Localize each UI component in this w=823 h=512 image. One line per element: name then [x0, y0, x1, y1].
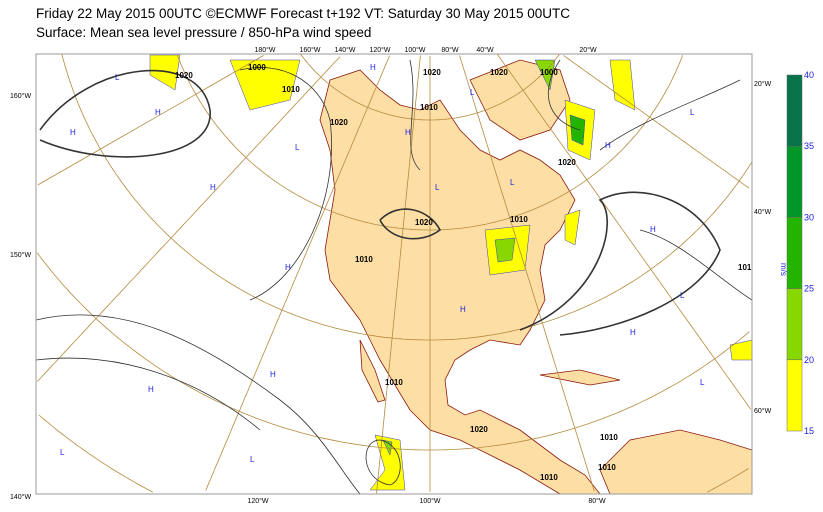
high-pressure-marker: H	[270, 370, 276, 379]
meridian-line	[497, 54, 752, 410]
legend-unit: m/s	[779, 263, 788, 276]
wind-speed-area	[569, 114, 586, 146]
south-america	[599, 429, 752, 494]
isobar-label: 1020	[490, 68, 508, 77]
isobar-label: 1020	[415, 218, 433, 227]
meridian-line	[376, 55, 421, 494]
low-pressure-marker: L	[470, 88, 475, 97]
longitude-label: 120°W	[247, 497, 268, 505]
north-america	[319, 69, 601, 494]
high-pressure-marker: H	[155, 108, 161, 117]
longitude-label: 100°W	[419, 497, 440, 505]
high-pressure-marker: H	[148, 385, 154, 394]
isobar-label: 1020	[330, 118, 348, 127]
meridian-line	[37, 55, 264, 186]
isobar-label: 1010	[355, 255, 373, 264]
isobar-label: 1010	[282, 85, 300, 94]
legend-bin-15-20	[786, 359, 803, 432]
low-pressure-marker: L	[60, 448, 65, 457]
low-pressure-marker: L	[435, 183, 440, 192]
longitude-label: 160°W	[10, 92, 31, 100]
high-pressure-marker: H	[630, 328, 636, 337]
longitude-label: 180°W	[254, 46, 275, 54]
latitude-circle	[36, 252, 750, 451]
longitude-label: 40°W	[754, 208, 772, 216]
isobar-label: 1010	[598, 463, 616, 472]
latitude-circle	[38, 414, 154, 493]
legend-bin-30-35	[786, 145, 803, 218]
longitude-label: 40°W	[476, 46, 494, 54]
longitude-label: 120°W	[369, 46, 390, 54]
high-pressure-marker: H	[210, 183, 216, 192]
longitude-label: 20°W	[754, 80, 772, 88]
isobar-label: 1010	[385, 378, 403, 387]
longitude-label: 20°W	[579, 46, 597, 54]
isobar-label: 1010	[510, 215, 528, 224]
wind-speed-area	[149, 54, 181, 91]
longitude-label: 60°W	[754, 407, 772, 415]
high-pressure-marker: H	[460, 305, 466, 314]
low-pressure-marker: L	[690, 108, 695, 117]
low-pressure-marker: L	[510, 178, 515, 187]
isobar-label: 1000	[248, 63, 266, 72]
longitude-label: 80°W	[441, 46, 459, 54]
wind-speed-area	[729, 339, 752, 361]
wind-speed-area	[609, 59, 636, 111]
isobar-label: 1010	[540, 473, 558, 482]
wind-speed-legend: 40 35 30 25 20 15 m/s	[779, 70, 814, 436]
isobar-label: 1010	[420, 103, 438, 112]
meridian-line	[563, 55, 750, 189]
low-pressure-marker: L	[295, 143, 300, 152]
high-pressure-marker: H	[285, 263, 291, 272]
high-pressure-marker: H	[70, 128, 76, 137]
isobar-label: 1010	[738, 263, 756, 272]
low-pressure-marker: L	[250, 455, 255, 464]
high-pressure-marker: H	[405, 128, 411, 137]
isobar-label: 1010	[600, 433, 618, 442]
legend-bin-20-25	[786, 288, 803, 361]
meridian-line	[459, 55, 595, 492]
meridian-line	[205, 55, 390, 491]
isobar-label: 1020	[423, 68, 441, 77]
latitude-circle	[61, 54, 752, 341]
longitude-label: 160°W	[299, 46, 320, 54]
meridian-line	[37, 56, 341, 382]
baja-california	[359, 339, 386, 403]
graticule	[36, 54, 752, 494]
legend-tick: 30	[804, 212, 814, 222]
map-title: Friday 22 May 2015 00UTC ©ECMWF Forecast…	[36, 6, 571, 21]
map-subtitle: Surface: Mean sea level pressure / 850-h…	[36, 25, 372, 40]
longitude-label: 140°W	[10, 493, 31, 501]
low-pressure-marker: L	[700, 378, 705, 387]
low-pressure-marker: L	[115, 73, 120, 82]
isobar-label: 1000	[540, 68, 558, 77]
high-pressure-marker: H	[605, 141, 611, 150]
legend-tick: 40	[804, 70, 814, 80]
longitude-label: 140°W	[334, 46, 355, 54]
legend-bin-25-30	[786, 217, 803, 289]
wind-speed-area	[229, 59, 301, 111]
isobar-label: 1020	[175, 71, 193, 80]
wind-speed-area	[494, 237, 516, 263]
low-pressure-marker: L	[680, 291, 685, 300]
legend-tick: 15	[804, 426, 814, 436]
land-masses	[319, 59, 752, 494]
longitude-label: 150°W	[10, 251, 31, 259]
legend-bin-35-40	[786, 74, 803, 147]
legend-tick: 35	[804, 141, 814, 151]
isobars	[36, 59, 752, 494]
legend-tick: 20	[804, 355, 814, 365]
wind-speed-area	[534, 59, 556, 91]
legend-tick: 25	[804, 284, 814, 294]
wind-speed-area	[564, 209, 581, 246]
high-pressure-marker: H	[370, 63, 376, 72]
longitude-label: 80°W	[588, 497, 606, 505]
high-pressure-marker: H	[650, 225, 656, 234]
isobar-label: 1020	[558, 158, 576, 167]
latitude-circle	[706, 468, 749, 493]
cuba	[539, 369, 621, 386]
longitude-label: 100°W	[404, 46, 425, 54]
isobar-label: 1020	[470, 425, 488, 434]
